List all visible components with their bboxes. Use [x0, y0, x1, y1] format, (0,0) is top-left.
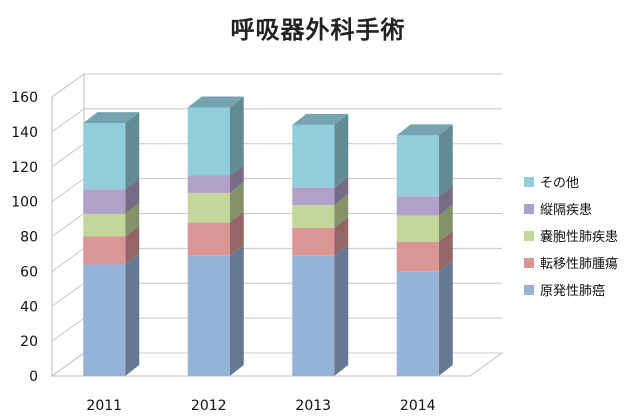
gridline — [51, 108, 502, 133]
bar-segment-side — [125, 112, 140, 190]
bar-segment-top — [187, 96, 244, 108]
bar-segment-side — [334, 113, 349, 188]
bar-segment — [187, 192, 230, 223]
bar-segment-side — [229, 211, 244, 256]
bar-segment-side — [334, 176, 349, 206]
bar-segment-side — [334, 194, 349, 228]
legend-label: 縦隔疾患 — [540, 203, 592, 218]
bar-segment — [292, 187, 335, 206]
y-tick-label: 100 — [11, 195, 38, 211]
x-tick-label: 2012 — [191, 398, 227, 414]
y-tick-label: 60 — [20, 264, 38, 280]
bar-segment — [83, 213, 126, 237]
bars — [83, 96, 453, 376]
bar-segment-top — [292, 113, 349, 125]
bar-segment — [396, 135, 439, 197]
bar-segment-side — [334, 244, 349, 376]
bar-segment-side — [438, 124, 453, 197]
bar-segment — [292, 255, 335, 376]
bar-segment — [292, 124, 335, 188]
bar-segment-side — [125, 178, 140, 214]
bar-segment — [396, 241, 439, 272]
bar-segment — [396, 271, 439, 376]
bar-segment — [187, 222, 230, 256]
y-tick-label: 0 — [29, 369, 38, 385]
bar-segment-side — [334, 216, 349, 256]
x-tick-label: 2013 — [295, 398, 331, 414]
bar-segment — [396, 196, 439, 216]
legend-swatch — [524, 231, 534, 241]
bar-segment-side — [438, 260, 453, 376]
bar-segment-side — [229, 181, 244, 223]
legend-swatch — [524, 258, 534, 268]
bar-segment-top — [396, 124, 453, 136]
bar-segment-side — [229, 244, 244, 376]
bar-stack-2014 — [396, 124, 453, 376]
y-tick-label: 80 — [20, 230, 38, 246]
bar-segment — [187, 175, 230, 193]
bar-segment-side — [125, 202, 140, 237]
legend-swatch — [524, 285, 534, 295]
bar-segment-side — [125, 253, 140, 376]
bar-stack-2012 — [187, 96, 244, 376]
y-tick-label: 140 — [11, 125, 38, 141]
y-tick-label: 20 — [20, 334, 38, 350]
bar-stack-2013 — [292, 113, 349, 376]
bar-segment-side — [438, 204, 453, 242]
bar-segment-side — [438, 185, 453, 216]
bar-segment-side — [438, 230, 453, 272]
y-axis-ticks: 0 20 40 60 80 100 120 140 160 — [11, 90, 38, 385]
x-tick-label: 2011 — [86, 398, 122, 414]
y-tick-label: 120 — [11, 160, 38, 176]
bar-segment-side — [229, 96, 244, 176]
bar-segment — [292, 205, 335, 228]
bar-segment — [187, 107, 230, 176]
bar-segment — [83, 264, 126, 376]
x-axis-ticks: 2011 2012 2013 2014 — [86, 398, 435, 414]
chart-title: 呼吸器外科手術 — [230, 16, 406, 44]
bar-segment — [292, 227, 335, 256]
y-tick-label: 160 — [11, 90, 38, 106]
x-tick-label: 2014 — [400, 398, 436, 414]
legend-swatch — [524, 177, 534, 187]
legend-swatch — [524, 204, 534, 214]
bar-segment — [187, 255, 230, 376]
legend-label: 原発性肺癌 — [540, 283, 605, 299]
bar-segment-side — [229, 164, 244, 193]
legend-label: 嚢胞性肺疾患 — [540, 229, 618, 245]
y-tick-label: 40 — [20, 299, 38, 315]
bar-segment-top — [83, 112, 140, 124]
legend-label: 転移性肺腫瘍 — [540, 256, 618, 272]
bar-stack-2011 — [83, 112, 140, 376]
bar-segment — [83, 123, 126, 190]
gridline — [51, 73, 502, 98]
bar-segment — [83, 189, 126, 214]
bar-segment — [83, 236, 126, 265]
legend-label: その他 — [540, 176, 579, 191]
bar-segment-side — [125, 225, 140, 265]
bar-segment — [396, 215, 439, 242]
